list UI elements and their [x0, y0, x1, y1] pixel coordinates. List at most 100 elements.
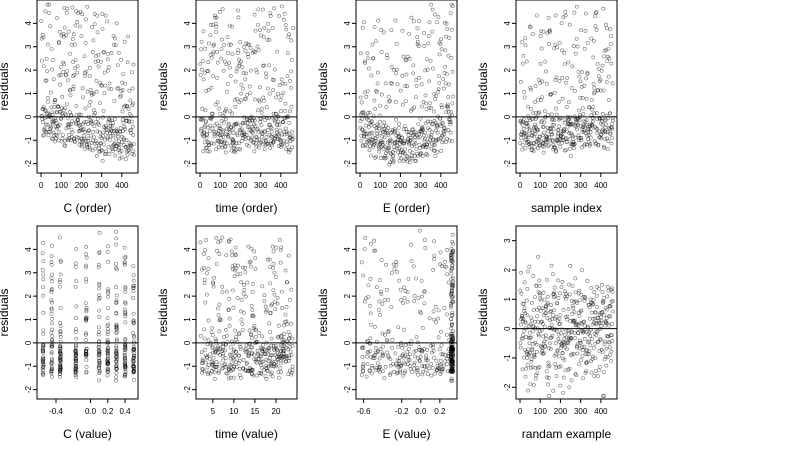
data-point: [449, 305, 454, 310]
data-point: [233, 354, 237, 358]
data-point: [50, 110, 55, 114]
data-point: [269, 126, 274, 131]
data-point: [445, 312, 449, 317]
data-point: [451, 250, 456, 255]
data-point: [289, 104, 294, 109]
data-point: [560, 76, 565, 80]
data-point: [225, 141, 229, 146]
data-point: [423, 68, 428, 73]
data-point: [601, 394, 606, 398]
data-point: [41, 355, 45, 360]
y-tick-label: -1: [503, 136, 512, 144]
data-point: [204, 238, 209, 242]
data-point: [217, 106, 222, 111]
data-point: [131, 289, 136, 294]
data-point: [96, 325, 101, 330]
data-point: [222, 139, 227, 144]
x-axis-label: C (order): [63, 201, 111, 215]
data-point: [414, 335, 419, 340]
data-point: [250, 308, 255, 312]
data-point: [131, 347, 136, 351]
data-point: [389, 305, 394, 309]
data-point: [407, 352, 412, 357]
y-tick-label: 3: [343, 44, 352, 49]
data-point: [412, 293, 417, 298]
data-point: [445, 272, 450, 277]
data-point: [527, 264, 532, 269]
data-point: [588, 316, 592, 321]
data-point: [372, 248, 377, 253]
data-point: [406, 341, 411, 346]
data-point: [604, 80, 609, 84]
data-point: [221, 120, 226, 125]
data-point: [97, 349, 102, 354]
data-point: [404, 127, 409, 132]
data-point: [96, 262, 101, 267]
data-point: [127, 88, 132, 93]
data-point: [451, 279, 456, 284]
data-point: [537, 365, 542, 370]
data-point: [369, 119, 374, 124]
data-point: [557, 317, 562, 322]
data-point: [385, 53, 389, 57]
data-point: [593, 369, 598, 374]
data-point: [573, 276, 578, 281]
data-point: [554, 352, 558, 357]
data-point: [285, 139, 290, 144]
data-point: [381, 344, 385, 349]
data-point: [84, 349, 89, 354]
data-point: [70, 119, 75, 124]
data-point: [601, 6, 606, 11]
data-point: [529, 357, 534, 362]
data-point: [84, 370, 89, 374]
data-point: [114, 354, 119, 358]
data-point: [246, 135, 251, 140]
data-point: [422, 43, 427, 48]
data-point: [365, 354, 369, 359]
data-point: [412, 132, 417, 137]
data-point: [581, 376, 585, 381]
data-point: [97, 308, 102, 313]
data-point: [248, 264, 253, 269]
data-point: [536, 127, 541, 132]
data-point: [588, 130, 593, 135]
data-point: [288, 79, 293, 83]
data-point: [419, 82, 424, 87]
data-point: [593, 11, 598, 15]
data-point: [113, 43, 118, 48]
data-point: [437, 74, 441, 79]
data-point: [280, 81, 285, 86]
data-point: [241, 130, 246, 135]
data-point: [369, 123, 374, 127]
data-point: [592, 90, 597, 95]
data-point: [231, 305, 236, 310]
data-point: [114, 21, 119, 26]
data-point: [58, 329, 63, 333]
data-point: [261, 34, 266, 39]
data-point: [122, 374, 127, 379]
data-point: [570, 64, 575, 69]
data-point: [106, 68, 110, 73]
data-point: [537, 284, 542, 289]
data-point: [386, 330, 391, 334]
data-point: [379, 292, 384, 296]
data-point: [522, 95, 527, 100]
data-point: [591, 55, 596, 60]
data-point: [81, 133, 86, 138]
data-point: [282, 129, 286, 134]
data-point: [288, 148, 293, 152]
data-point: [262, 147, 267, 152]
data-point: [535, 128, 540, 133]
data-point: [271, 288, 276, 293]
data-point: [41, 259, 46, 264]
data-point: [384, 155, 389, 160]
data-point: [234, 360, 238, 365]
data-point: [41, 277, 46, 282]
data-point: [580, 345, 585, 350]
data-point: [367, 66, 371, 71]
data-point: [542, 297, 547, 302]
y-tick-label: 4: [183, 247, 192, 252]
data-point: [56, 104, 61, 109]
data-point: [533, 295, 537, 300]
